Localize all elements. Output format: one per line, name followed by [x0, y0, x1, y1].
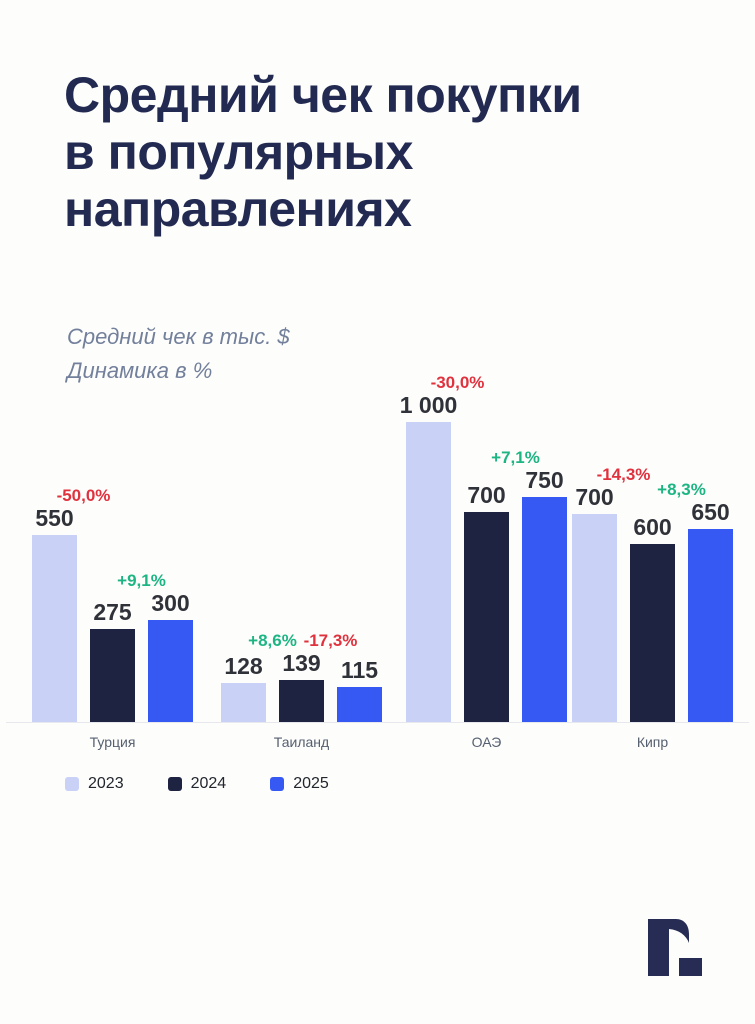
- subtitle-units-line: Средний чек в тыс. $: [67, 324, 290, 349]
- bar-2025: [148, 620, 193, 723]
- bar-2025: [522, 497, 567, 723]
- title-line-3: направлениях: [64, 181, 412, 237]
- legend-swatch-icon: [65, 777, 79, 791]
- bar-2025: [688, 529, 733, 723]
- chart-baseline: [6, 722, 749, 723]
- bar-value-label: 1 000: [399, 392, 458, 418]
- change-label: -30,0%: [430, 373, 485, 392]
- bar-2024: [464, 512, 509, 723]
- bar-2023: [221, 683, 266, 723]
- bar-value-label: 750: [525, 467, 564, 493]
- bar-value-label: 700: [575, 484, 614, 510]
- bar-group-3: 1 000 700 750 -30,0% +7,1% ОАЭ: [400, 374, 567, 750]
- bar-value-label: 128: [224, 653, 263, 679]
- change-label: -17,3%: [303, 631, 358, 650]
- bar-group-4: 700 600 650 -14,3% +8,3% Кипр: [572, 380, 733, 750]
- bar-value-label: 115: [340, 657, 379, 683]
- bar-2023: [32, 535, 77, 723]
- legend-swatch-icon: [270, 777, 285, 791]
- bar-2024: [90, 629, 135, 723]
- legend-item-2023: 2023: [65, 775, 124, 793]
- bar-value-label: 700: [467, 482, 506, 508]
- bar-2023: [572, 514, 617, 723]
- legend-label: 2025: [293, 775, 329, 792]
- bar-value-label: 139: [282, 650, 321, 676]
- legend-label: 2023: [88, 775, 124, 792]
- bar-value-label: 550: [35, 505, 74, 531]
- category-label: Кипр: [636, 734, 669, 750]
- bar-2025: [337, 687, 382, 723]
- title-line-1: Средний чек покупки: [64, 67, 582, 123]
- bar-group-1: 550 275 300 -50,0% +9,1% Турция: [32, 380, 193, 750]
- change-label: +8,6%: [248, 631, 297, 650]
- bar-2024: [630, 544, 675, 723]
- legend-swatch-icon: [167, 777, 182, 791]
- bar-group-2: 128 139 115 +8,6% -17,3% Таиланд: [221, 380, 382, 750]
- change-label: -50,0%: [56, 486, 111, 505]
- page-title: Средний чек покупки в популярных направл…: [64, 67, 582, 238]
- brand-logo: [648, 919, 702, 976]
- change-label: +8,3%: [657, 480, 706, 499]
- legend: 2023 2024 2025: [65, 775, 329, 793]
- bar-value-label: 650: [691, 499, 730, 525]
- chart-area: 550 275 300 -50,0% +9,1% Турция 128 139 115 +8,6%…: [0, 374, 755, 750]
- change-label: +9,1%: [117, 571, 166, 590]
- category-label: Таиланд: [273, 734, 330, 750]
- bar-value-label: 275: [93, 599, 132, 625]
- r-dot-logo-icon: [648, 919, 702, 976]
- legend-item-2025: 2025: [270, 775, 329, 793]
- legend-item-2024: 2024: [167, 775, 227, 793]
- bar-2023: [406, 422, 451, 723]
- title-line-2: в популярных: [64, 124, 413, 180]
- subtitle-dynamics-line: Динамика в %: [67, 358, 213, 383]
- bar-value-label: 600: [633, 514, 672, 540]
- change-label: +7,1%: [491, 448, 540, 467]
- bar-value-label: 300: [151, 590, 190, 616]
- category-label: Турция: [89, 734, 136, 750]
- category-label: ОАЭ: [471, 734, 502, 750]
- change-label: -14,3%: [596, 465, 651, 484]
- chart-subtitle: Средний чек в тыс. $ Динамика в %: [67, 320, 290, 388]
- bar-2024: [279, 680, 324, 723]
- legend-label: 2024: [190, 775, 227, 792]
